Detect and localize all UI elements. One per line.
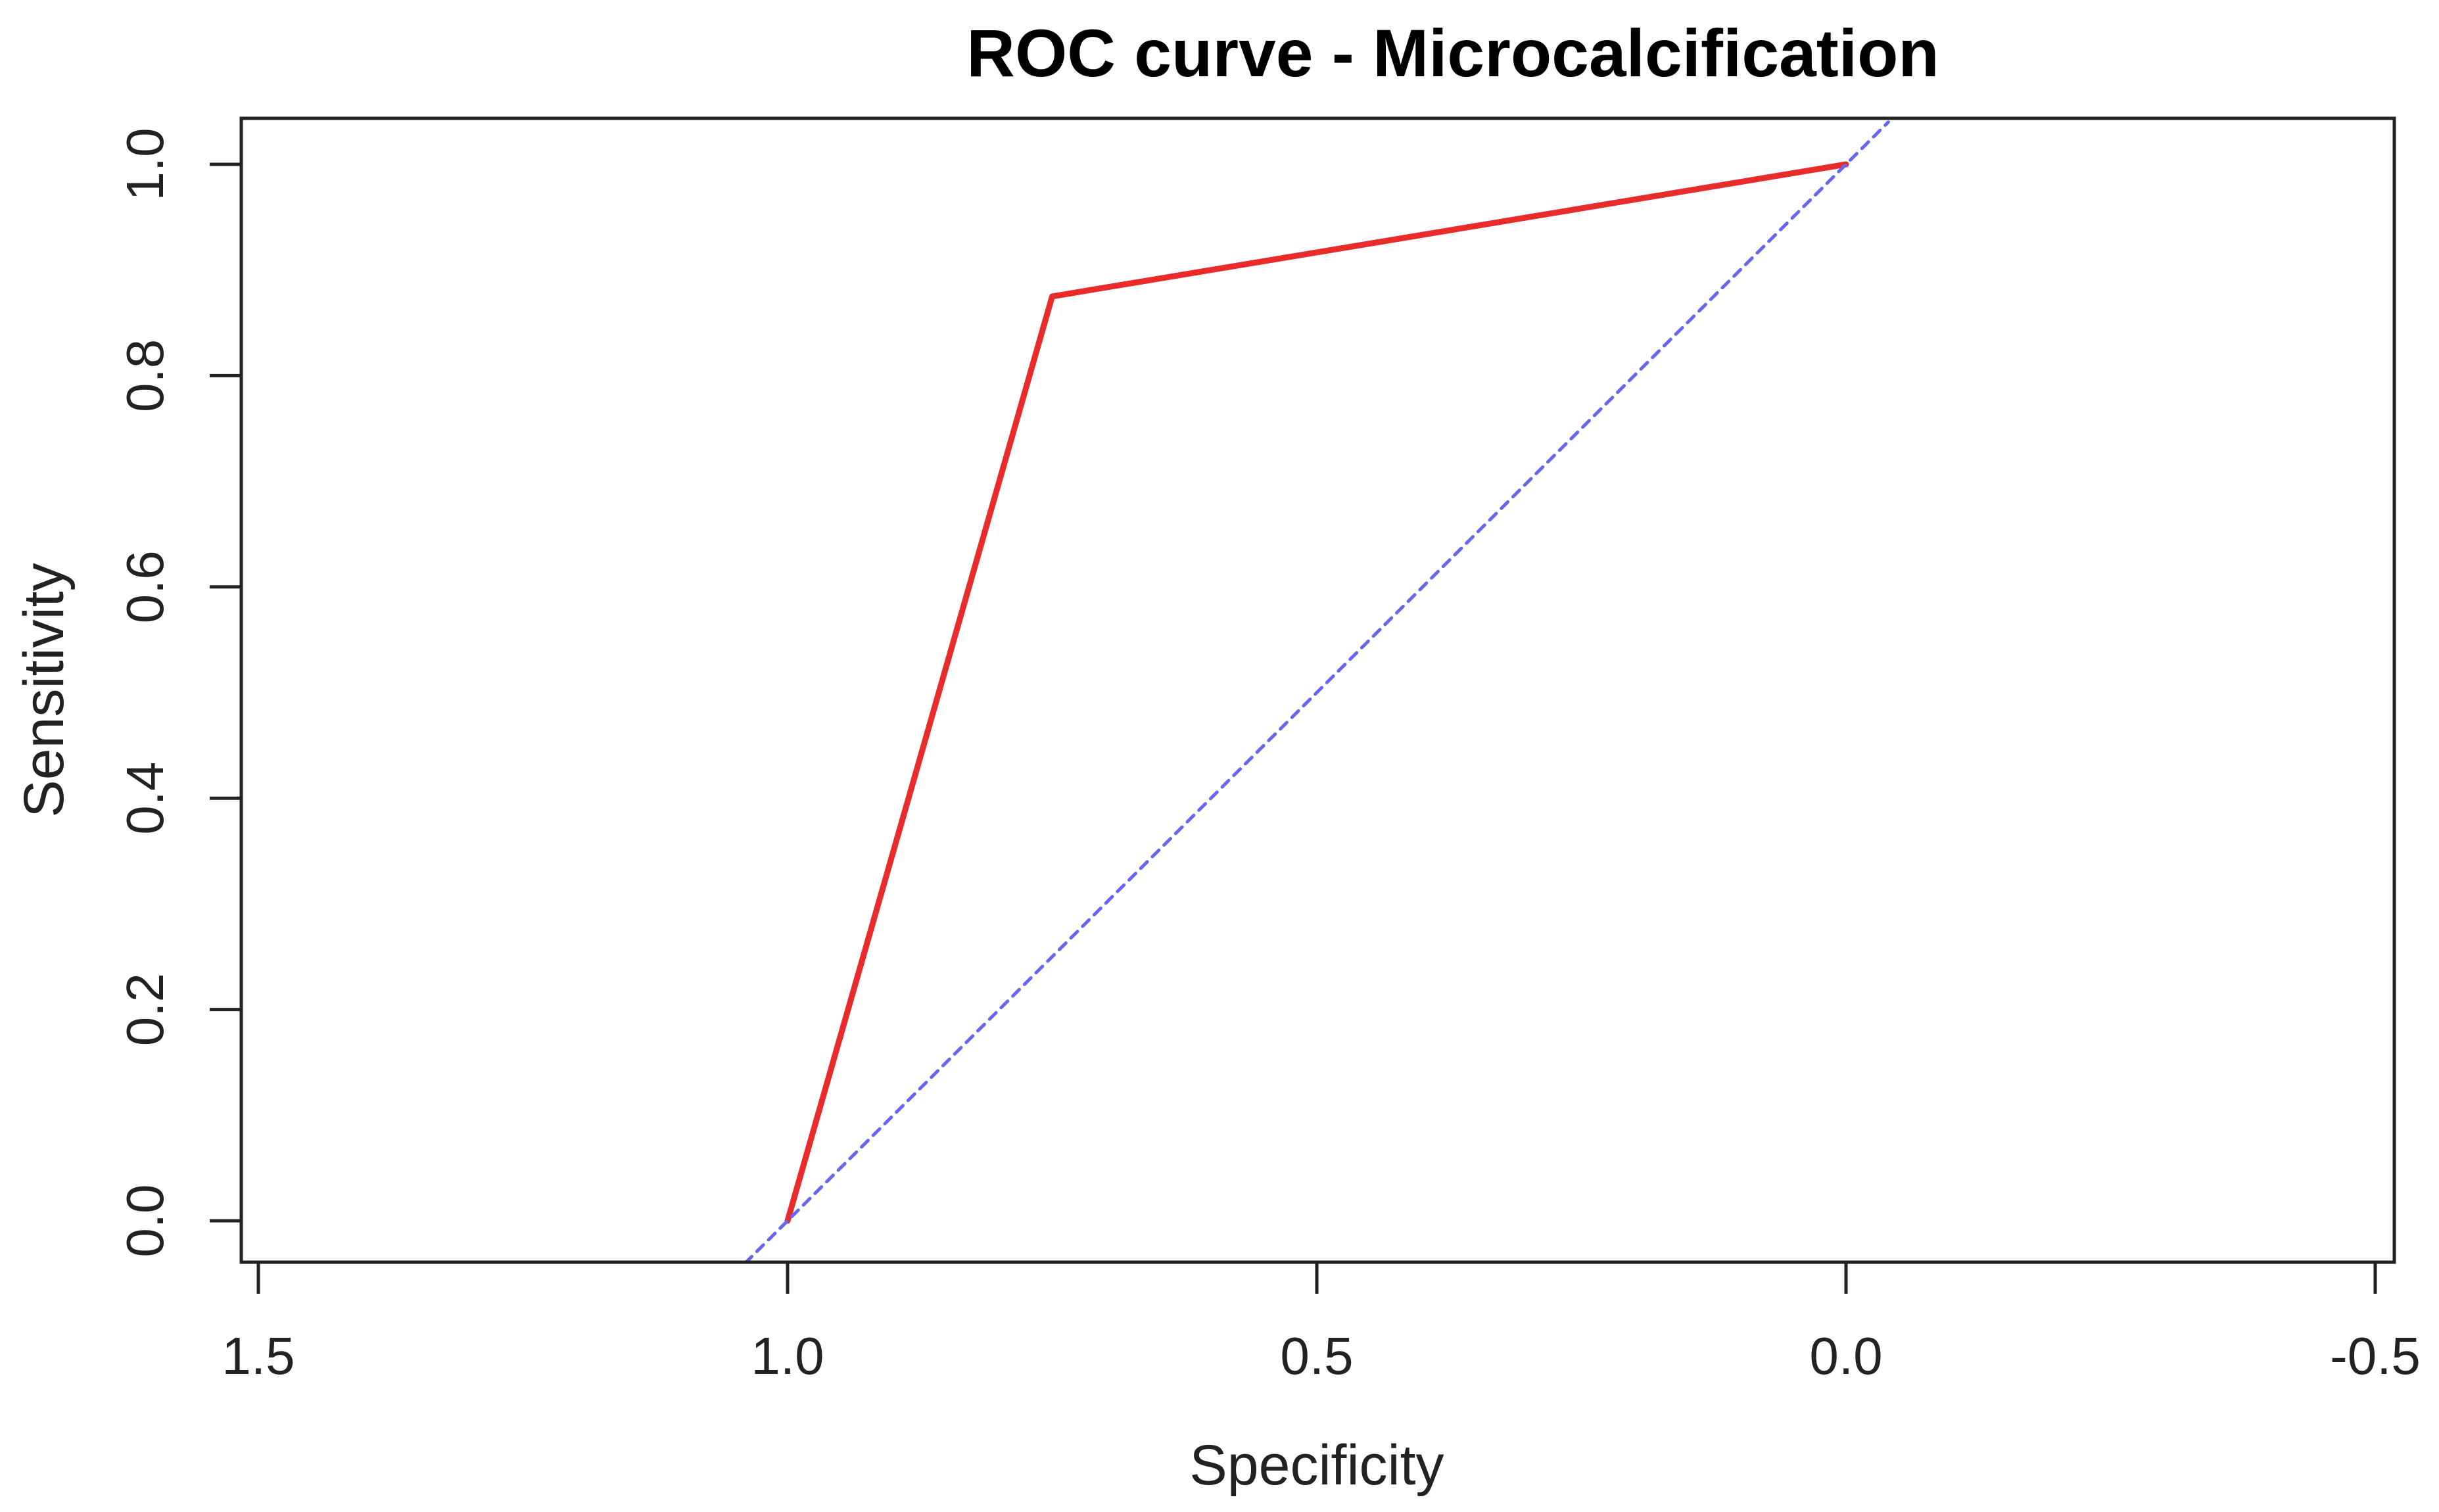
x-tick-label: -0.5 <box>2330 1327 2421 1385</box>
x-axis-label: Specificity <box>1189 1434 1444 1497</box>
x-axis: 1.5 1.0 0.5 0.0 -0.5 <box>222 1260 2421 1385</box>
reference-diagonal-line <box>744 120 1890 1262</box>
y-tick-label: 0.2 <box>116 973 174 1046</box>
x-tick-label: 1.0 <box>751 1327 824 1385</box>
x-tick-label: 0.0 <box>1809 1327 1882 1385</box>
roc-curve-line <box>784 161 1849 1224</box>
x-tick-label: 1.5 <box>222 1327 295 1385</box>
y-axis: 0.0 0.2 0.4 0.6 0.8 1.0 <box>116 128 243 1258</box>
series-layer <box>744 120 1890 1262</box>
y-tick-label: 0.0 <box>116 1184 174 1257</box>
y-tick-label: 0.8 <box>116 339 174 412</box>
chart-title: ROC curve - Microcalcification <box>966 16 1939 91</box>
x-tick-label: 0.5 <box>1280 1327 1353 1385</box>
y-tick-label: 0.4 <box>116 762 174 835</box>
y-axis-label: Sensitivity <box>12 563 76 817</box>
y-tick-label: 0.6 <box>116 550 174 623</box>
y-tick-label: 1.0 <box>116 128 174 201</box>
